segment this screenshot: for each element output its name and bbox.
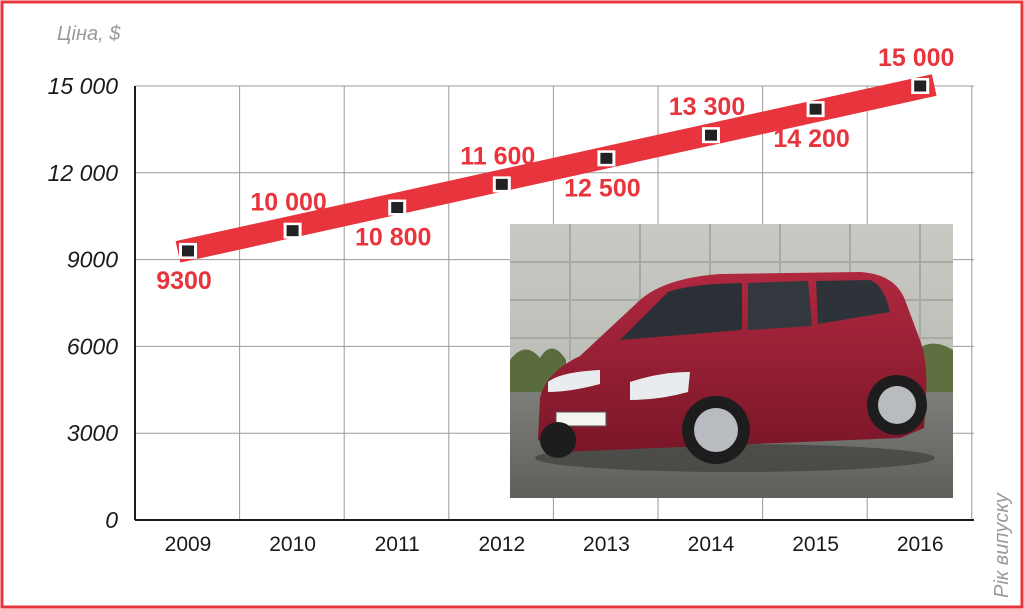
y-tick-label: 6000 bbox=[67, 333, 118, 359]
x-tick-label: 2009 bbox=[165, 533, 212, 556]
y-tick-label: 0 bbox=[105, 507, 118, 533]
data-point-marker bbox=[182, 245, 194, 257]
data-label: 10 000 bbox=[250, 189, 326, 217]
data-label: 10 800 bbox=[355, 224, 431, 252]
y-tick-labels: 0 3000 6000 9000 12 000 15 000 bbox=[48, 73, 119, 533]
red-minivan-photo bbox=[510, 224, 953, 498]
y-tick-label: 3000 bbox=[67, 420, 118, 446]
data-label: 11 600 bbox=[460, 142, 535, 170]
data-point-marker bbox=[705, 129, 717, 141]
data-labels: 9300 10 000 10 800 11 600 12 500 13 300 14 200… bbox=[156, 44, 954, 295]
x-tick-label: 2014 bbox=[688, 533, 735, 556]
data-label: 15 000 bbox=[878, 44, 954, 72]
x-axis-title: Рік випуску bbox=[991, 492, 1013, 598]
x-tick-label: 2015 bbox=[792, 533, 839, 556]
x-tick-label: 2010 bbox=[269, 533, 316, 556]
y-tick-label: 15 000 bbox=[48, 73, 119, 99]
x-tick-labels: 2009 2010 2011 2012 2013 2014 2015 2016 bbox=[165, 533, 944, 556]
data-point-marker bbox=[809, 103, 822, 115]
data-point-marker bbox=[286, 225, 299, 237]
data-label: 9300 bbox=[156, 267, 212, 295]
data-point-marker bbox=[391, 202, 404, 214]
x-tick-label: 2016 bbox=[897, 533, 944, 556]
y-axis-title: Ціна, $ bbox=[57, 23, 121, 45]
data-label: 12 500 bbox=[564, 174, 640, 202]
y-tick-label: 9000 bbox=[67, 247, 118, 273]
data-point-marker bbox=[495, 178, 508, 190]
x-tick-label: 2011 bbox=[375, 533, 420, 556]
x-tick-label: 2012 bbox=[478, 533, 525, 556]
data-label: 13 300 bbox=[669, 93, 745, 121]
x-tick-label: 2013 bbox=[583, 533, 630, 556]
y-tick-label: 12 000 bbox=[48, 160, 119, 186]
data-label: 14 200 bbox=[773, 125, 849, 153]
data-point-marker bbox=[600, 152, 613, 164]
data-markers bbox=[179, 78, 930, 259]
data-point-marker bbox=[914, 80, 927, 92]
